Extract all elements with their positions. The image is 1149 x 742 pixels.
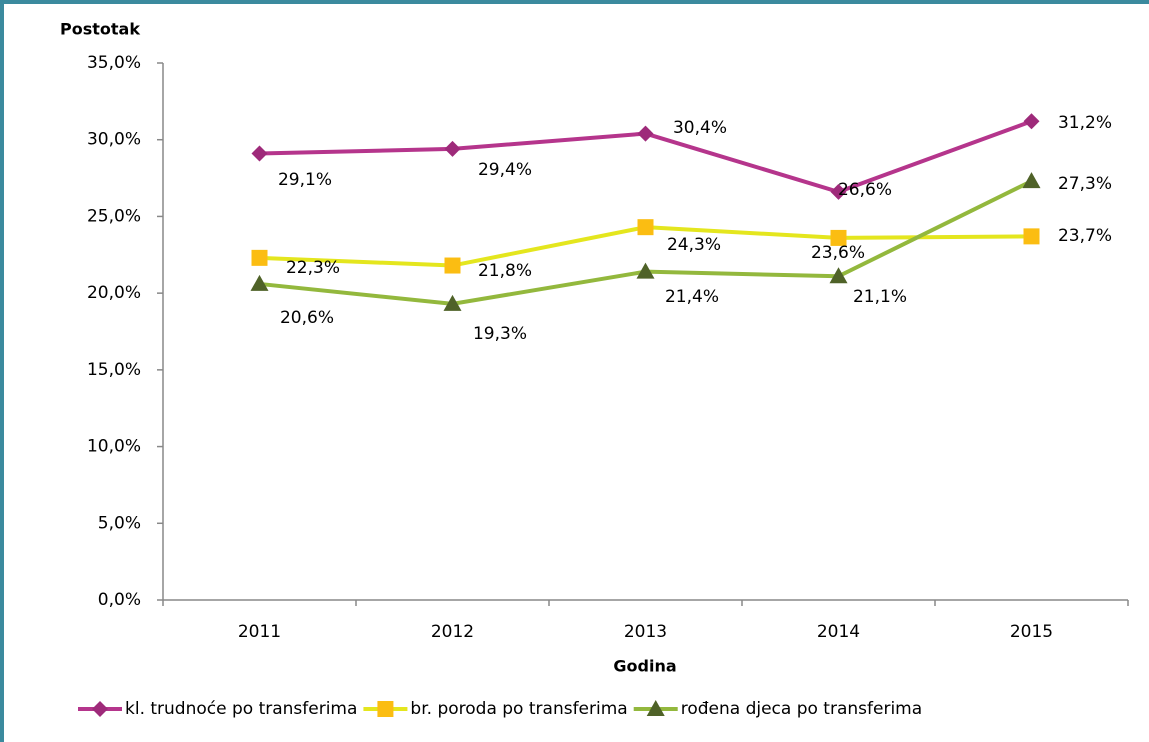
data-point [251, 249, 268, 266]
y-tick-label: 0,0% [98, 590, 141, 610]
data-point [444, 257, 461, 274]
y-tick-label: 25,0% [87, 206, 141, 226]
y-tick-label: 30,0% [87, 130, 141, 150]
data-point [1023, 113, 1040, 130]
series-line [259, 179, 1033, 306]
data-point [443, 294, 462, 311]
data-point [1023, 228, 1040, 245]
legend-label: kl. trudnoće po transferima [125, 699, 357, 719]
legend-label: rođena djeca po transferima [681, 699, 922, 719]
data-label: 30,4% [673, 118, 727, 138]
data-point [251, 145, 268, 162]
x-tick-label: 2011 [238, 622, 281, 642]
y-tick-label: 35,0% [87, 53, 141, 73]
data-point [830, 183, 847, 200]
data-label: 23,6% [811, 243, 865, 263]
data-label: 31,2% [1058, 113, 1112, 133]
data-label: 23,7% [1058, 226, 1112, 246]
data-point [637, 125, 654, 142]
y-tick-label: 20,0% [87, 283, 141, 303]
data-label: 22,3% [286, 258, 340, 278]
data-label: 24,3% [667, 235, 721, 255]
data-point [829, 267, 848, 284]
data-point [444, 140, 461, 157]
y-tick-label: 15,0% [87, 360, 141, 380]
legend-label: br. poroda po transferima [410, 699, 627, 719]
data-label: 27,3% [1058, 174, 1112, 194]
y-tick-label: 5,0% [98, 513, 141, 533]
data-point [250, 274, 269, 291]
data-label: 21,4% [665, 287, 719, 307]
data-label: 21,1% [853, 287, 907, 307]
data-label: 29,1% [278, 170, 332, 190]
data-point [1022, 172, 1041, 189]
y-tick-label: 10,0% [87, 437, 141, 457]
data-point [830, 229, 847, 246]
legend-marker [646, 700, 665, 716]
legend-marker [377, 701, 394, 717]
legend-marker [92, 701, 108, 717]
data-label: 21,8% [478, 261, 532, 281]
data-point [636, 262, 655, 279]
y-axis-title: Postotak [60, 20, 140, 39]
data-label: 19,3% [473, 324, 527, 344]
x-tick-label: 2012 [431, 622, 474, 642]
data-label: 26,6% [838, 180, 892, 200]
data-label: 29,4% [478, 160, 532, 180]
x-tick-label: 2013 [624, 622, 667, 642]
data-label: 20,6% [280, 308, 334, 328]
x-tick-label: 2014 [817, 622, 860, 642]
x-tick-label: 2015 [1010, 622, 1053, 642]
x-axis-title: Godina [613, 657, 676, 676]
data-point [637, 219, 654, 236]
